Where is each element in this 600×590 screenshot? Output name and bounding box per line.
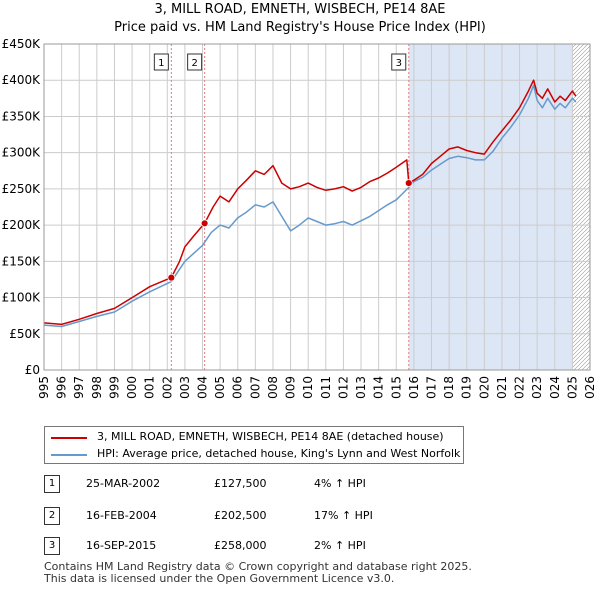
legend-label-hpi: HPI: Average price, detached house, King… [97,447,461,460]
x-tick-label: 1998 [90,376,104,400]
plot-frame [43,43,591,371]
x-tick-label: 2026 [583,376,597,400]
x-tick-label: 2016 [407,376,421,400]
shaded-period [408,44,573,370]
sale-hpi-change: 4% ↑ HPI [314,477,366,490]
y-tick-label: £400K [2,73,42,87]
x-tick-label: 2007 [248,376,262,400]
x-tick-label: 2006 [231,376,245,400]
x-tick-label: 2002 [160,376,174,400]
x-tick-label: 2014 [372,376,386,400]
footer-license: This data is licensed under the Open Gov… [44,572,395,585]
sale-point [200,219,209,228]
sale-point [167,273,176,282]
x-tick-label: 2008 [266,376,280,400]
x-tick-label: 2009 [284,376,298,400]
y-tick-label: £0 [25,363,40,377]
sale-price: £202,500 [214,509,267,522]
sale-number-badge: 2 [44,507,60,525]
x-tick-label: 2020 [477,376,491,400]
x-tick-label: 1995 [37,376,51,400]
chart-legend: 3, MILL ROAD, EMNETH, WISBECH, PE14 8AE … [44,426,464,464]
hpi-line [43,84,577,328]
x-tick-label: 2025 [565,376,579,400]
legend-swatch-hpi [51,454,87,456]
y-tick-label: £250K [2,182,42,196]
x-tick-label: 2013 [354,376,368,400]
x-tick-label: 2010 [301,376,315,400]
sale-point [404,179,413,187]
hatched-forecast-region [572,44,590,370]
footer-copyright: Contains HM Land Registry data © Crown c… [44,560,472,573]
sale-date: 25-MAR-2002 [86,477,161,490]
sale-marker-box [391,53,407,71]
sale-marker-label: 3 [396,58,402,69]
x-tick-label: 2019 [460,376,474,400]
x-tick-label: 2017 [424,376,438,400]
sale-date: 16-FEB-2004 [86,509,157,522]
y-tick-label: £50K [9,327,41,341]
x-tick-label: 2003 [178,376,192,400]
y-tick-label: £450K [2,37,42,51]
x-tick-label: 2023 [530,376,544,400]
sale-marker-box [187,53,203,71]
x-tick-label: 2001 [143,376,157,400]
x-tick-label: 2015 [389,376,403,400]
x-tick-label: 2011 [319,376,333,400]
x-tick-label: 2022 [513,376,527,400]
x-tick-label: 1997 [72,376,86,400]
sale-number-badge: 3 [44,537,60,555]
x-tick-label: 2021 [495,376,509,400]
y-tick-label: £350K [2,109,42,123]
price-chart: 1 2 3 £0 £50K £100K £150K £200K £250K £300K £350K… [2,37,597,400]
sale-marker-label: 2 [191,58,197,69]
x-tick-label: 2024 [548,376,562,400]
y-tick-label: £300K [2,146,42,160]
x-tick-label: 2018 [442,376,456,400]
y-tick-label: £200K [2,218,42,232]
sale-hpi-change: 17% ↑ HPI [314,509,373,522]
sale-marker-label: 1 [158,58,164,69]
x-tick-label: 2000 [125,376,139,400]
legend-swatch-property [51,437,87,439]
x-tick-label: 2005 [213,376,227,400]
sale-price: £127,500 [214,477,267,490]
sale-hpi-change: 2% ↑ HPI [314,539,366,552]
x-tick-label: 1996 [55,376,69,400]
legend-label-property: 3, MILL ROAD, EMNETH, WISBECH, PE14 8AE … [97,430,444,443]
chart-subtitle: Price paid vs. HM Land Registry's House … [114,20,486,35]
property-price-line [43,79,577,326]
sale-price: £258,000 [214,539,267,552]
sale-marker-box [153,53,169,71]
sale-number-badge: 1 [44,475,60,493]
x-tick-label: 1999 [107,376,121,400]
page-title: 3, MILL ROAD, EMNETH, WISBECH, PE14 8AE [154,2,446,17]
x-tick-label: 2012 [336,376,350,400]
y-tick-label: £150K [2,254,42,268]
y-tick-label: £100K [2,291,42,305]
x-tick-label: 2004 [196,376,210,400]
sale-date: 16-SEP-2015 [86,539,157,552]
